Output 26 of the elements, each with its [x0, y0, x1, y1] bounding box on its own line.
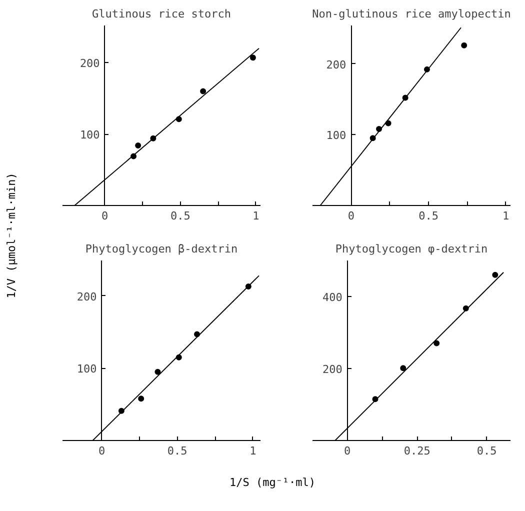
y-tick-label: 100	[80, 128, 100, 142]
x-tick-label: 1	[252, 210, 260, 222]
x-tick-label: 0.25	[404, 444, 430, 458]
y-tick-label: 200	[326, 58, 346, 72]
x-tick-label: 1	[502, 210, 510, 222]
chart-title: Phytoglycogen φ-dextrin	[335, 242, 488, 256]
x-tick-label: 0	[102, 210, 108, 222]
x-tick-label: 0.5	[418, 210, 438, 222]
y-tick-label: 200	[322, 363, 342, 376]
x-tick-label: 0.5	[167, 444, 188, 458]
y-tick-label: 100	[76, 362, 97, 376]
x-axis-title: 1/S (mg⁻¹·ml)	[229, 476, 316, 489]
x-tick-label: 0.5	[476, 444, 497, 458]
x-tick-label: 0	[344, 444, 351, 458]
y-axis-title: 1/V (μmol⁻¹·ml·min)	[5, 172, 18, 298]
y-tick-label: 200	[80, 57, 100, 70]
chart-title: Phytoglycogen β-dextrin	[85, 242, 238, 256]
y-tick-label: 400	[322, 291, 342, 304]
chart-title: Glutinous rice storch	[92, 8, 232, 20]
y-tick-label: 100	[326, 129, 346, 142]
chart-title: Non-glutinous rice amylopectin	[312, 8, 511, 20]
x-tick-label: 0.5	[170, 210, 190, 222]
x-tick-label: 0	[348, 210, 354, 222]
x-tick-label: 1	[250, 444, 256, 458]
x-tick-label: 0	[98, 444, 106, 458]
y-tick-label: 200	[76, 290, 97, 304]
